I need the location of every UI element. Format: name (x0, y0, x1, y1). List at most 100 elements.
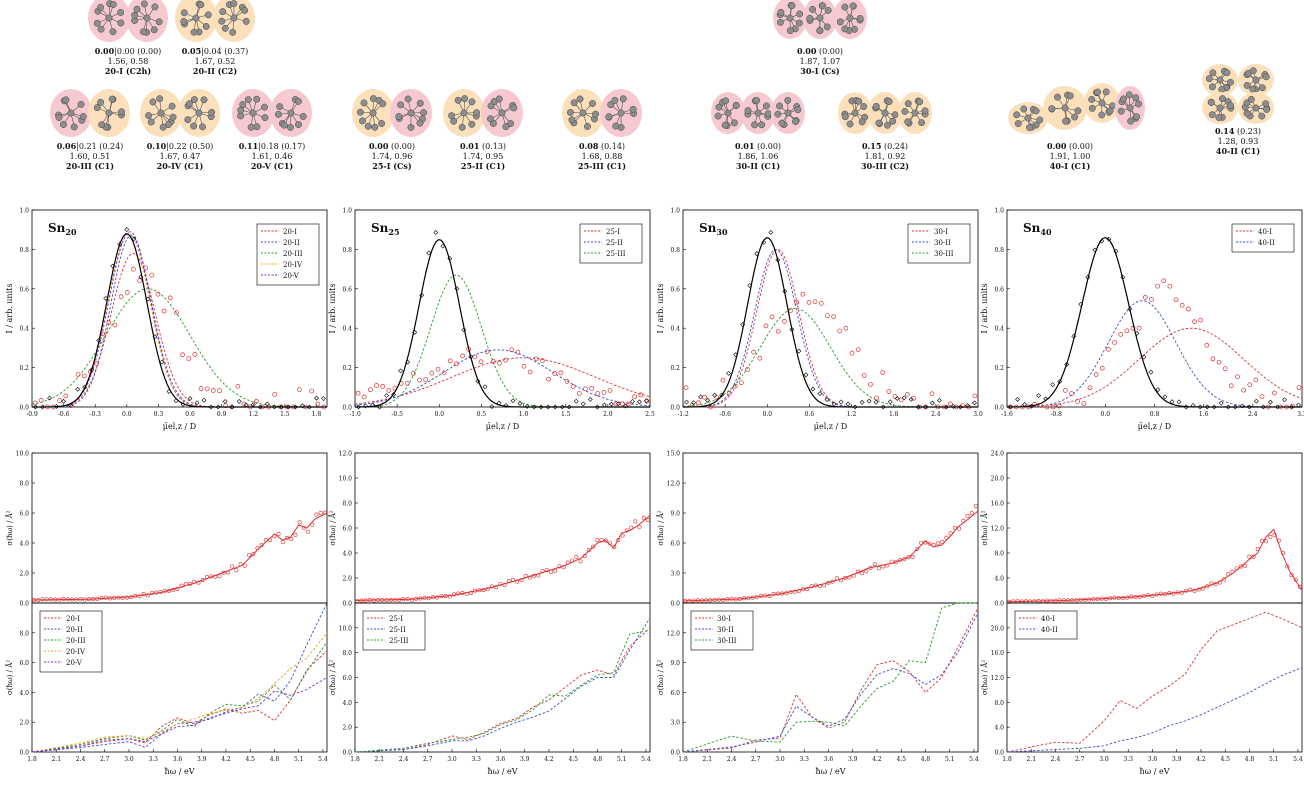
atom (823, 23, 831, 31)
absorption-point (48, 597, 53, 602)
y-tick-label: 0.8 (342, 247, 352, 254)
atom (184, 116, 192, 124)
x-tick-label: 1.0 (519, 411, 529, 418)
atom (619, 95, 627, 103)
atom (1036, 116, 1044, 124)
sim-data-point (210, 388, 216, 393)
atom (1062, 117, 1070, 125)
y-tick-label: 2.0 (342, 725, 352, 732)
absorption-point (822, 583, 827, 588)
exp-data-point (461, 327, 467, 333)
atom (763, 102, 770, 110)
atom (133, 5, 141, 13)
sim-data-point (570, 384, 576, 389)
atom (846, 14, 854, 22)
absorption-point (129, 595, 134, 600)
absorption-point (192, 579, 197, 584)
y-tick-label: 0.0 (342, 405, 352, 412)
atom (1088, 96, 1096, 103)
atom (751, 121, 759, 129)
atom (77, 100, 85, 108)
atom (510, 104, 518, 112)
plot-frame (31, 602, 328, 753)
absorption-point (171, 587, 176, 592)
atom (576, 95, 584, 103)
isomer-energies: 0.01 (0.00) (735, 141, 781, 151)
legend-entry: 20-III (66, 637, 86, 645)
exp-data-point (1289, 404, 1294, 410)
absorption-point (902, 557, 907, 562)
sim-data-point (874, 395, 879, 401)
exp-data-point (1274, 404, 1280, 410)
atom (295, 121, 302, 129)
sim-data-point (739, 380, 744, 386)
x-tick-label: 1.5 (280, 411, 290, 418)
atom (884, 121, 891, 129)
atom (1208, 111, 1216, 119)
y-tick-label: 6.0 (342, 526, 352, 533)
y-tick-label: 4.0 (19, 541, 29, 548)
exp-data-point (1239, 403, 1245, 409)
y-tick-label: 0.6 (19, 286, 29, 293)
exp-data-point (426, 250, 432, 256)
y-tick-label: 4.0 (994, 725, 1004, 732)
exp-data-point (538, 404, 544, 410)
x-tick-label: 3.0 (447, 756, 457, 763)
absorption-point (78, 597, 83, 602)
x-tick-label: 2.1 (51, 756, 61, 763)
sim-data-point (149, 272, 155, 278)
isomer-label: 30-III (C2) (861, 161, 909, 171)
exp-data-point (880, 404, 886, 410)
legend-entry: 20-V (283, 272, 300, 280)
x-tick-label: 3.9 (197, 756, 207, 763)
exp-data-point (299, 403, 305, 409)
sim-data-point (607, 388, 613, 393)
absorption-point (460, 591, 465, 596)
absorption-point (708, 598, 713, 603)
absorption-point (957, 526, 962, 531)
sim-data-point (460, 353, 465, 359)
atom (150, 26, 158, 34)
y-tick-label: 0.6 (670, 286, 680, 293)
atom (139, 28, 147, 36)
absorption-point (494, 585, 499, 590)
sim-data-point (204, 386, 210, 392)
atom (809, 5, 817, 13)
absorption-point (1281, 550, 1286, 555)
sim-data-point (1130, 325, 1136, 331)
sim-data-point (296, 387, 302, 392)
y-tick-label: 12.0 (991, 526, 1005, 533)
absorption-point (230, 564, 235, 569)
series-line (31, 677, 328, 753)
sim-data-point (1290, 403, 1296, 409)
isomer-label: 30-I (Cs) (800, 66, 840, 76)
atom (911, 109, 919, 117)
sim-data-point (726, 391, 732, 396)
absorption-point (1276, 538, 1281, 543)
y-tick-label: 1.0 (670, 208, 680, 215)
x-tick-label: -0.3 (89, 411, 101, 418)
exp-data-point (950, 404, 956, 409)
x-tick-label: 3.9 (848, 756, 858, 763)
x-tick-label: 5.1 (294, 756, 304, 763)
fit-line (32, 233, 327, 408)
atom (208, 108, 216, 116)
sim-data-point (775, 328, 781, 334)
absorption-point (1087, 597, 1092, 602)
x-tick-label: 4.8 (270, 756, 280, 763)
absorption-point (721, 598, 726, 603)
exp-data-point (824, 397, 830, 403)
atom (816, 27, 824, 35)
plot-frame (1006, 452, 1303, 604)
y-tick-label: 0.0 (19, 601, 29, 608)
x-tick-label: 2.0 (603, 411, 613, 418)
atom (287, 109, 295, 117)
sim-data-point (1044, 404, 1050, 410)
absorption-point (603, 538, 608, 543)
isomer-energies: 0.15 (0.24) (862, 141, 908, 151)
absorption-point (919, 540, 924, 545)
absorption-point (61, 596, 66, 601)
